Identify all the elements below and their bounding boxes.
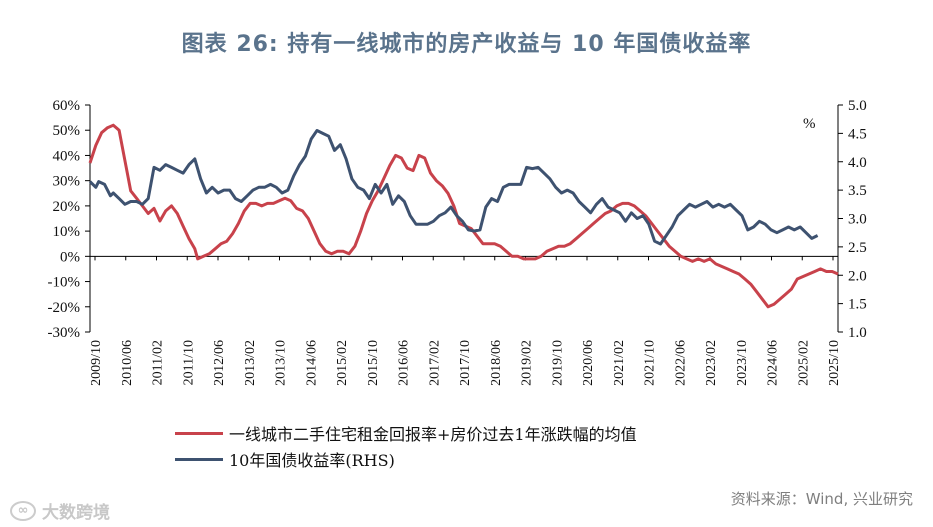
legend: 一线城市二手住宅租金回报率+房价过去1年涨跌幅的均值 10年国债收益率(RHS) xyxy=(175,420,637,472)
right-tick-label: 3.5 xyxy=(848,183,867,199)
x-tick-label: 2012/06 xyxy=(212,340,227,386)
x-tick-label: 2021/10 xyxy=(643,340,658,386)
right-axis: 5.0 4.5 4.0 3.5 3.0 2.5 2.0 1.5 1.0 xyxy=(838,98,867,341)
watermark-text: 大数跨境 xyxy=(42,503,110,523)
x-tick-label: 2025/10 xyxy=(827,340,842,386)
right-tick-label: 3.0 xyxy=(848,212,867,228)
right-tick-label: 2.0 xyxy=(848,268,867,284)
right-tick-label: 4.0 xyxy=(848,155,867,171)
chart-title: 图表 26: 持有一线城市的房产收益与 10 年国债收益率 xyxy=(181,32,752,57)
watermark-logo-icon: ∞ xyxy=(10,500,36,521)
right-tick-label: 2.5 xyxy=(848,240,867,256)
x-axis: 2009/10 2010/06 2011/02 2011/10 2012/06 2013/… xyxy=(89,256,842,386)
x-tick-label: 2019/02 xyxy=(520,340,535,386)
watermark: ∞ 大数跨境 xyxy=(10,498,110,523)
x-tick-label: 2014/06 xyxy=(304,340,319,386)
legend-item-blue: 10年国债收益率(RHS) xyxy=(175,446,637,472)
left-tick-label: -20% xyxy=(48,300,81,316)
x-tick-label: 2009/10 xyxy=(89,340,104,386)
x-tick-label: 2018/06 xyxy=(489,340,504,386)
right-tick-label: 1.0 xyxy=(848,325,867,341)
x-tick-label: 2013/02 xyxy=(243,340,258,386)
right-tick-label: 4.5 xyxy=(848,126,867,142)
legend-item-red: 一线城市二手住宅租金回报率+房价过去1年涨跌幅的均值 xyxy=(175,420,637,446)
right-axis-unit: % xyxy=(803,116,816,132)
x-tick-label: 2023/10 xyxy=(735,340,750,386)
x-tick-label: 2013/10 xyxy=(274,340,289,386)
source-note: 资料来源：Wind, 兴业研究 xyxy=(730,490,913,508)
x-tick-label: 2015/10 xyxy=(366,340,381,386)
x-tick-label: 2011/10 xyxy=(181,340,196,385)
left-tick-label: 40% xyxy=(53,148,81,164)
legend-label-blue: 10年国债收益率(RHS) xyxy=(229,451,395,470)
x-tick-label: 2016/06 xyxy=(397,340,412,386)
x-tick-label: 2021/02 xyxy=(612,340,627,386)
x-tick-label: 2023/02 xyxy=(704,340,719,386)
left-axis: 60% 50% 40% 30% 20% 10% 0% -10% -20% -30% xyxy=(48,98,90,341)
left-tick-label: 50% xyxy=(53,123,81,139)
x-tick-label: 2025/02 xyxy=(796,340,811,386)
x-tick-label: 2015/02 xyxy=(335,340,350,386)
left-tick-label: 60% xyxy=(53,98,81,114)
x-tick-label: 2017/10 xyxy=(458,340,473,386)
left-tick-label: 0% xyxy=(60,249,80,265)
series-layer xyxy=(88,123,839,309)
line-chart: 60% 50% 40% 30% 20% 10% 0% -10% -20% -30% 5.0 4.5 4… xyxy=(48,98,867,386)
legend-swatch-red xyxy=(175,431,223,435)
x-tick-label: 2017/02 xyxy=(427,340,442,386)
x-tick-label: 2020/06 xyxy=(581,340,596,386)
left-tick-label: 20% xyxy=(53,199,81,215)
legend-label-red: 一线城市二手住宅租金回报率+房价过去1年涨跌幅的均值 xyxy=(229,425,637,444)
x-tick-label: 2011/02 xyxy=(151,340,166,385)
x-tick-label: 2010/06 xyxy=(120,340,135,386)
left-tick-label: 30% xyxy=(53,174,81,190)
x-tick-label: 2024/06 xyxy=(766,340,781,386)
left-tick-label: -10% xyxy=(48,275,81,291)
right-tick-label: 5.0 xyxy=(848,98,867,114)
series-line-red xyxy=(88,123,839,309)
plot-frame xyxy=(89,105,839,332)
x-tick-label: 2022/06 xyxy=(673,340,688,386)
legend-swatch-blue xyxy=(175,457,223,461)
left-tick-label: -30% xyxy=(48,325,81,341)
series-line-blue xyxy=(88,129,819,246)
left-tick-label: 10% xyxy=(53,224,81,240)
x-tick-label: 2019/10 xyxy=(550,340,565,386)
right-tick-label: 1.5 xyxy=(848,297,867,313)
